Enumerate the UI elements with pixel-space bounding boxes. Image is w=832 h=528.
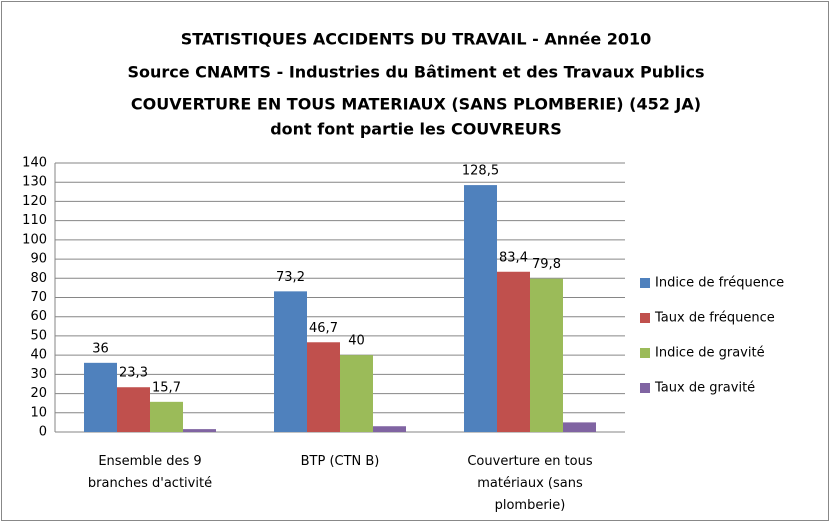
- legend-label: Taux de gravité: [654, 381, 755, 396]
- legend-swatch: [640, 383, 650, 393]
- data-label: 73,2: [276, 270, 305, 285]
- y-tick-label: 30: [30, 367, 47, 382]
- bar: [497, 271, 530, 432]
- y-tick-label: 70: [30, 290, 47, 305]
- data-label: 23,3: [119, 366, 148, 381]
- y-tick-label: 40: [30, 348, 47, 363]
- bar: [84, 362, 117, 432]
- data-label: 46,7: [309, 321, 338, 336]
- data-label: 40: [348, 334, 365, 349]
- y-tick-label: 120: [22, 194, 47, 209]
- chart-title: STATISTIQUES ACCIDENTS DU TRAVAIL - Anné…: [181, 30, 652, 49]
- bar: [464, 185, 497, 432]
- data-label: 79,8: [532, 257, 561, 272]
- bar: [183, 429, 216, 432]
- bar: [563, 422, 596, 432]
- x-tick-label: BTP (CTN B): [301, 454, 380, 469]
- y-tick-label: 60: [30, 309, 47, 324]
- bar: [530, 278, 563, 432]
- y-tick-label: 50: [30, 328, 47, 343]
- chart-title: dont font partie les COUVREURS: [270, 120, 562, 139]
- chart-title: Source CNAMTS - Industries du Bâtiment e…: [127, 63, 704, 82]
- y-tick-label: 130: [22, 175, 47, 190]
- legend-swatch: [640, 348, 650, 358]
- x-tick-label: Couverture en tous matériaux (sans plomber…: [467, 454, 592, 513]
- x-tick-label: Ensemble des 9 branches d'activité: [88, 454, 212, 491]
- bar: [117, 387, 150, 432]
- y-tick-label: 20: [30, 386, 47, 401]
- y-tick-label: 80: [30, 271, 47, 286]
- data-label: 128,5: [462, 164, 499, 179]
- data-label: 83,4: [499, 250, 528, 265]
- legend-swatch: [640, 278, 650, 288]
- legend-label: Indice de gravité: [655, 346, 765, 361]
- data-label: 15,7: [152, 380, 181, 395]
- bar: [340, 355, 373, 432]
- chart-title: COUVERTURE EN TOUS MATERIAUX (SANS PLOMB…: [131, 95, 701, 114]
- y-tick-label: 100: [22, 232, 47, 247]
- legend-label: Taux de fréquence: [654, 311, 775, 326]
- bar: [373, 426, 406, 432]
- legend-label: Indice de fréquence: [655, 276, 784, 291]
- legend-swatch: [640, 313, 650, 323]
- bar: [307, 342, 340, 432]
- y-tick-label: 140: [22, 156, 47, 171]
- bar: [150, 401, 183, 432]
- y-tick-label: 90: [30, 252, 47, 267]
- y-tick-label: 10: [30, 405, 47, 420]
- bar: [274, 291, 307, 432]
- y-tick-label: 110: [22, 213, 47, 228]
- y-tick-label: 0: [39, 425, 47, 440]
- data-label: 36: [92, 341, 109, 356]
